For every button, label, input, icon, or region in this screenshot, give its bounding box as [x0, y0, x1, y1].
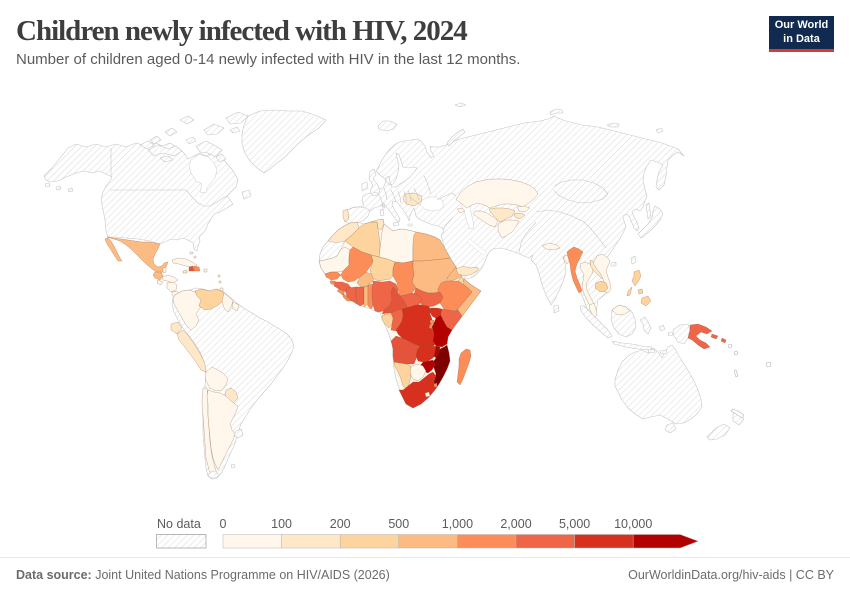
svg-text:10,000: 10,000 — [614, 517, 652, 531]
svg-text:5,000: 5,000 — [559, 517, 590, 531]
svg-text:2,000: 2,000 — [500, 517, 531, 531]
svg-text:No data: No data — [157, 517, 201, 531]
svg-text:100: 100 — [271, 517, 292, 531]
svg-text:200: 200 — [330, 517, 351, 531]
svg-text:1,000: 1,000 — [442, 517, 473, 531]
svg-text:500: 500 — [388, 517, 409, 531]
svg-text:0: 0 — [220, 517, 227, 531]
